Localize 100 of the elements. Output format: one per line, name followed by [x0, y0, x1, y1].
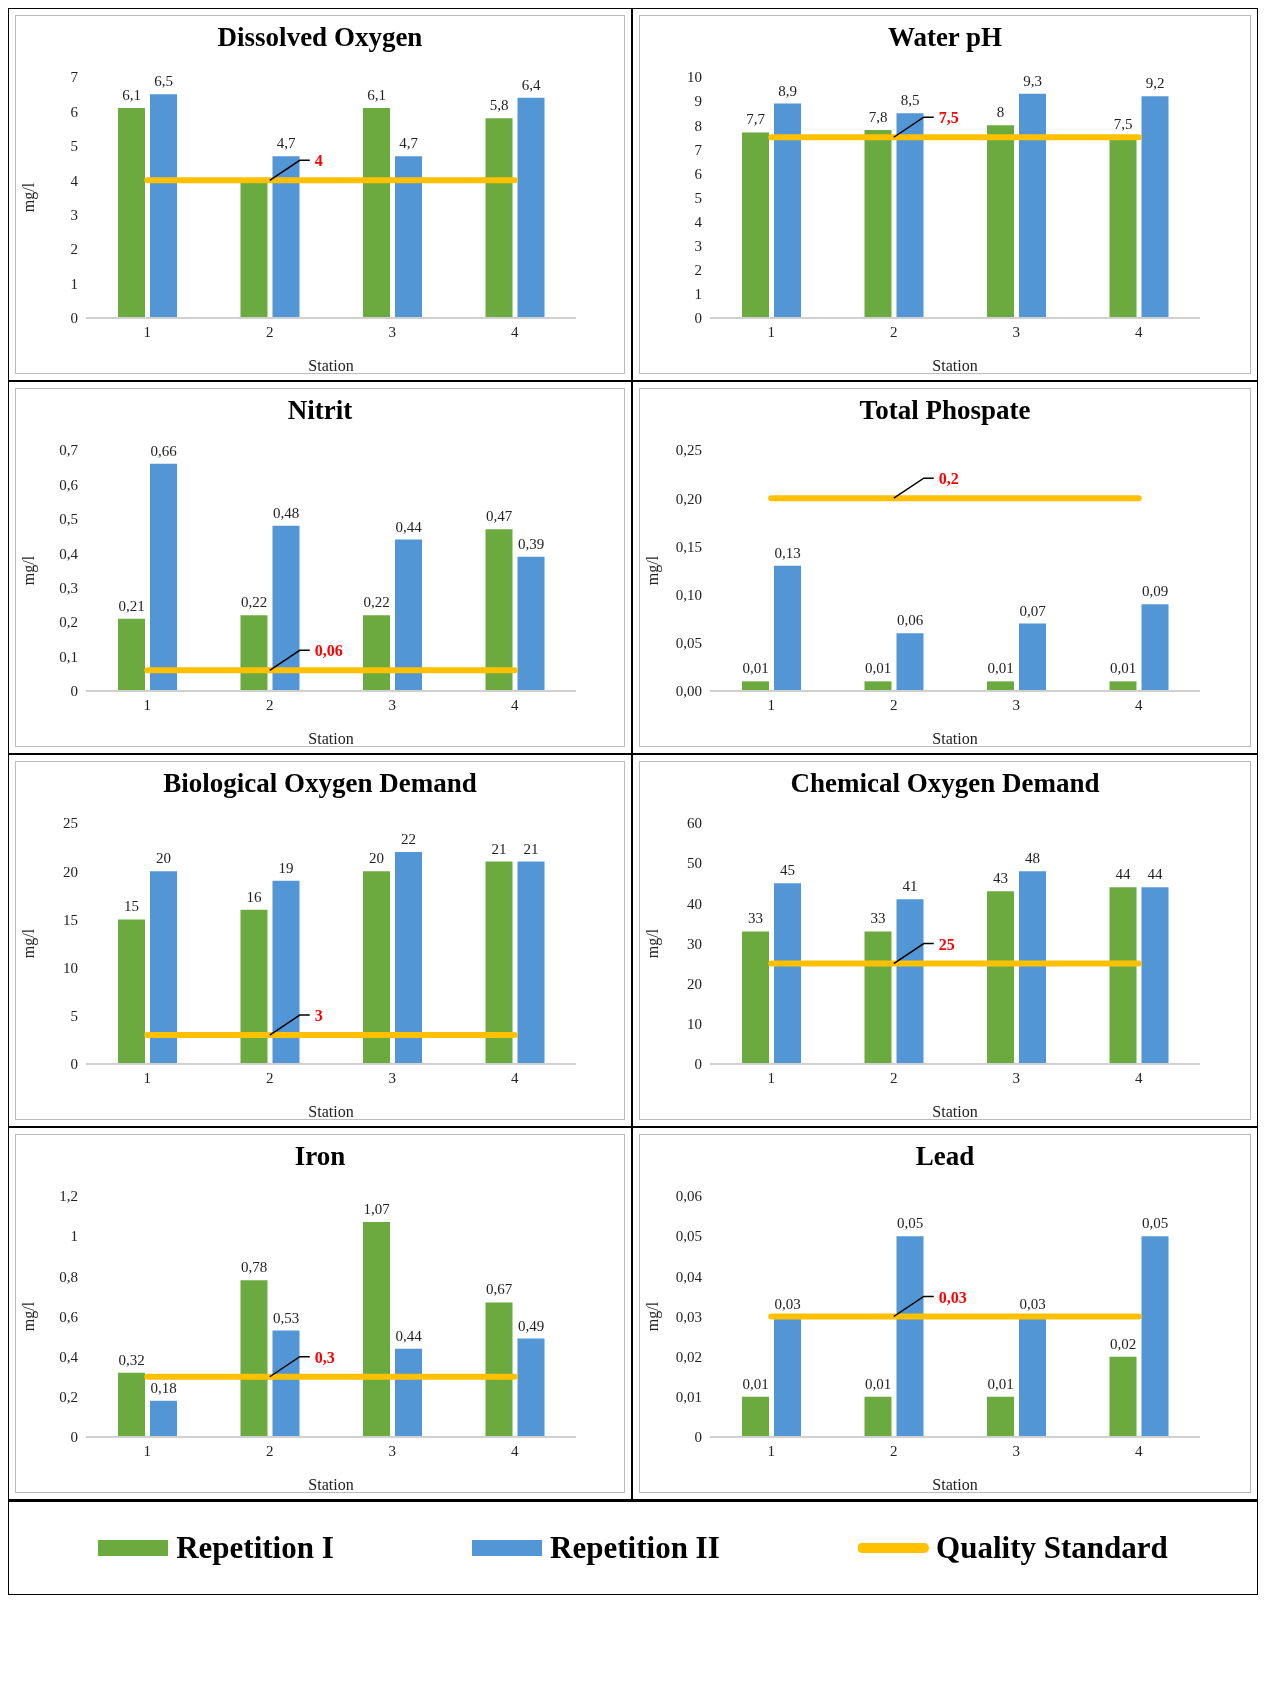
data-label: 0,44	[395, 1327, 423, 1344]
x-axis-title: Station	[932, 357, 978, 374]
data-label: 44	[1115, 866, 1131, 883]
x-tick-label: 1	[143, 1069, 151, 1086]
y-tick-label: 0,10	[675, 586, 702, 603]
x-tick-label: 3	[1012, 323, 1020, 340]
y-tick-label: 0,06	[675, 1188, 703, 1205]
y-tick-label: 60	[687, 815, 702, 832]
y-tick-label: 8	[694, 117, 702, 134]
y-tick-label: 40	[687, 895, 702, 912]
data-label: 20	[369, 850, 384, 867]
x-tick-label: 2	[890, 1069, 898, 1086]
chart-title: Water pH	[886, 22, 1004, 53]
y-tick-label: 20	[63, 863, 78, 880]
data-label: 0,78	[240, 1259, 268, 1276]
data-label: 0,06	[314, 642, 343, 660]
y-tick-label: 0	[70, 683, 78, 700]
y-tick-label: 0,2	[59, 614, 78, 631]
data-label: 0,03	[938, 1288, 967, 1306]
y-tick-label: 0,01	[675, 1389, 702, 1406]
x-axis-title: Station	[932, 730, 978, 747]
data-label: 0,05	[1141, 1215, 1169, 1232]
data-label: 25	[938, 935, 955, 953]
chart-title: Dissolved Oxygen	[216, 22, 424, 53]
data-label: 16	[246, 888, 262, 905]
data-label: 6,5	[154, 73, 173, 90]
data-label: 19	[278, 859, 294, 876]
x-tick-label: 3	[388, 323, 396, 340]
x-tick-label: 1	[143, 1442, 151, 1459]
data-label: 5,8	[489, 97, 509, 114]
y-tick-label: 0	[70, 1056, 78, 1073]
data-label: 0,22	[363, 594, 390, 611]
y-tick-label: 3	[694, 238, 702, 255]
x-tick-label: 2	[266, 696, 274, 713]
chart-title: Nitrit	[286, 395, 354, 426]
x-axis-title: Station	[308, 1476, 354, 1493]
x-axis-title: Station	[308, 357, 354, 374]
y-tick-label: 0,8	[59, 1268, 78, 1285]
data-label: 0,01	[864, 1375, 892, 1392]
x-tick-label: 1	[767, 696, 775, 713]
y-tick-label: 5	[694, 189, 702, 206]
y-axis-title: mg/l	[19, 182, 38, 213]
data-label: 0,39	[517, 535, 545, 552]
data-label: 4	[314, 152, 323, 170]
data-label: 20	[156, 850, 171, 867]
x-tick-label: 3	[1012, 1069, 1020, 1086]
y-tick-label: 0,05	[675, 635, 702, 652]
data-label: 44	[1147, 866, 1163, 883]
y-tick-label: 0,04	[675, 1268, 703, 1285]
data-label: 0,2	[938, 470, 959, 488]
x-axis-title: Station	[308, 730, 354, 747]
data-label: 21	[523, 840, 539, 857]
x-tick-label: 2	[266, 1069, 274, 1086]
x-tick-label: 2	[890, 696, 898, 713]
data-label: 8	[996, 104, 1005, 121]
data-label: 41	[902, 878, 918, 895]
x-axis-title: Station	[932, 1476, 978, 1493]
y-axis-title: mg/l	[19, 1301, 38, 1332]
data-label: 0,03	[774, 1295, 801, 1312]
y-axis-title: mg/l	[643, 928, 662, 959]
y-tick-label: 5	[70, 138, 78, 155]
y-tick-label: 50	[687, 855, 702, 872]
data-label: 7,5	[938, 109, 959, 127]
data-label: 0,01	[987, 1375, 1014, 1392]
x-tick-label: 1	[143, 696, 151, 713]
x-tick-label: 3	[1012, 696, 1020, 713]
x-tick-label: 4	[1135, 1442, 1143, 1459]
y-axis-title: mg/l	[643, 555, 662, 586]
x-tick-label: 1	[767, 1442, 775, 1459]
y-tick-label: 0,5	[59, 511, 78, 528]
y-tick-label: 2	[70, 241, 78, 258]
x-axis-title: Station	[308, 1103, 354, 1120]
x-tick-label: 3	[388, 1442, 396, 1459]
y-axis-title: mg/l	[19, 555, 38, 586]
data-label: 43	[993, 870, 1008, 887]
x-tick-label: 4	[1135, 696, 1143, 713]
x-tick-label: 4	[511, 1069, 519, 1086]
data-label: 48	[1025, 850, 1040, 867]
data-label: 0,01	[742, 1375, 769, 1392]
data-label: 0,44	[395, 518, 423, 535]
y-tick-label: 0,4	[59, 1348, 79, 1365]
data-label: 0,22	[240, 594, 268, 611]
chart-title: Chemical Oxygen Demand	[789, 768, 1101, 799]
y-tick-label: 0,4	[59, 545, 79, 562]
data-label: 4,7	[399, 135, 419, 152]
data-label: 6,1	[122, 86, 141, 103]
y-tick-label: 20	[687, 975, 702, 992]
y-tick-label: 0,15	[675, 538, 702, 555]
y-tick-label: 15	[63, 911, 78, 928]
x-tick-label: 4	[511, 1442, 519, 1459]
y-tick-label: 0	[694, 1056, 702, 1073]
y-tick-label: 0	[70, 1429, 78, 1446]
data-label: 7,7	[746, 111, 766, 128]
legend-label: Repetition II	[550, 1530, 720, 1566]
data-label: 0,01	[987, 660, 1014, 677]
data-label: 3	[314, 1007, 323, 1025]
legend-label: Repetition I	[176, 1530, 334, 1566]
data-label: 0,02	[1109, 1335, 1137, 1352]
x-tick-label: 4	[1135, 323, 1143, 340]
y-tick-label: 25	[63, 815, 78, 832]
